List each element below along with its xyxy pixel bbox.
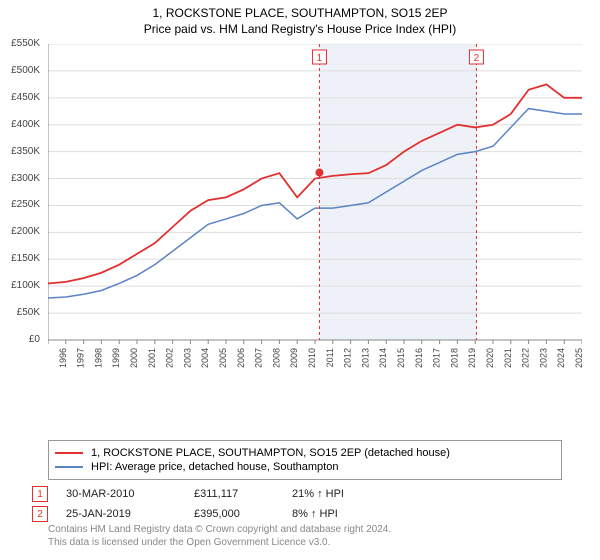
footer-line: Contains HM Land Registry data © Crown c… bbox=[48, 524, 391, 537]
svg-text:2024: 2024 bbox=[556, 348, 566, 368]
sales-table: 1 30-MAR-2010 £311,117 21% ↑ HPI 2 25-JA… bbox=[32, 486, 382, 526]
sale-price: £311,117 bbox=[194, 488, 274, 500]
svg-text:1996: 1996 bbox=[58, 348, 68, 368]
sale-marker-icon: 2 bbox=[32, 506, 48, 522]
sale-row: 2 25-JAN-2019 £395,000 8% ↑ HPI bbox=[32, 506, 382, 522]
sale-date: 25-JAN-2019 bbox=[66, 508, 176, 520]
sale-date: 30-MAR-2010 bbox=[66, 488, 176, 500]
legend-label: HPI: Average price, detached house, Sout… bbox=[91, 461, 338, 473]
svg-text:2004: 2004 bbox=[200, 348, 210, 368]
svg-text:2007: 2007 bbox=[254, 348, 264, 368]
footer-attribution: Contains HM Land Registry data © Crown c… bbox=[48, 524, 391, 549]
svg-text:2012: 2012 bbox=[343, 348, 353, 368]
svg-text:1999: 1999 bbox=[111, 348, 121, 368]
svg-text:2011: 2011 bbox=[325, 348, 335, 367]
legend-item: HPI: Average price, detached house, Sout… bbox=[55, 461, 555, 473]
svg-text:1998: 1998 bbox=[93, 348, 103, 368]
svg-text:2000: 2000 bbox=[129, 348, 139, 368]
svg-text:2022: 2022 bbox=[521, 348, 531, 368]
y-axis-label: £150K bbox=[0, 253, 44, 264]
chart-titles: 1, ROCKSTONE PLACE, SOUTHAMPTON, SO15 2E… bbox=[0, 0, 600, 36]
sale-marker-icon: 1 bbox=[32, 486, 48, 502]
svg-text:2020: 2020 bbox=[485, 348, 495, 368]
svg-text:2015: 2015 bbox=[396, 348, 406, 368]
legend: 1, ROCKSTONE PLACE, SOUTHAMPTON, SO15 2E… bbox=[48, 440, 562, 480]
svg-text:2003: 2003 bbox=[182, 348, 192, 368]
legend-item: 1, ROCKSTONE PLACE, SOUTHAMPTON, SO15 2E… bbox=[55, 447, 555, 459]
svg-text:2002: 2002 bbox=[165, 348, 175, 368]
svg-text:2001: 2001 bbox=[147, 348, 157, 368]
sale-pct: 21% ↑ HPI bbox=[292, 488, 382, 500]
svg-text:1995: 1995 bbox=[48, 348, 50, 368]
y-axis-label: £400K bbox=[0, 119, 44, 130]
svg-text:2009: 2009 bbox=[289, 348, 299, 368]
legend-label: 1, ROCKSTONE PLACE, SOUTHAMPTON, SO15 2E… bbox=[91, 447, 450, 459]
y-axis-label: £0 bbox=[0, 334, 44, 345]
svg-text:2014: 2014 bbox=[378, 348, 388, 368]
svg-text:2023: 2023 bbox=[538, 348, 548, 368]
sale-price: £395,000 bbox=[194, 508, 274, 520]
svg-text:2005: 2005 bbox=[218, 348, 228, 368]
line-chart: 1995 1996 1997 1998 1999 2000 2001 2002 2003 2004… bbox=[48, 44, 582, 390]
svg-text:2025: 2025 bbox=[574, 348, 582, 368]
y-axis-label: £350K bbox=[0, 146, 44, 157]
chart-title-subtitle: Price paid vs. HM Land Registry's House … bbox=[0, 22, 600, 36]
legend-swatch bbox=[55, 452, 83, 454]
y-axis-label: £300K bbox=[0, 173, 44, 184]
y-axis-label: £550K bbox=[0, 38, 44, 49]
svg-text:1: 1 bbox=[317, 53, 323, 64]
legend-swatch bbox=[55, 466, 83, 468]
svg-text:2019: 2019 bbox=[467, 348, 477, 368]
chart-title-address: 1, ROCKSTONE PLACE, SOUTHAMPTON, SO15 2E… bbox=[0, 6, 600, 20]
y-axis-label: £250K bbox=[0, 199, 44, 210]
sale-pct: 8% ↑ HPI bbox=[292, 508, 382, 520]
svg-text:2018: 2018 bbox=[449, 348, 459, 368]
svg-text:2021: 2021 bbox=[503, 348, 513, 368]
y-axis-label: £450K bbox=[0, 92, 44, 103]
y-axis-label: £200K bbox=[0, 226, 44, 237]
footer-line: This data is licensed under the Open Gov… bbox=[48, 537, 391, 550]
y-axis-label: £100K bbox=[0, 280, 44, 291]
sale-row: 1 30-MAR-2010 £311,117 21% ↑ HPI bbox=[32, 486, 382, 502]
svg-text:2017: 2017 bbox=[432, 348, 442, 368]
svg-text:2013: 2013 bbox=[360, 348, 370, 368]
svg-text:2: 2 bbox=[474, 53, 480, 64]
y-axis-label: £50K bbox=[0, 307, 44, 318]
svg-text:2010: 2010 bbox=[307, 348, 317, 368]
svg-text:2016: 2016 bbox=[414, 348, 424, 368]
svg-text:1997: 1997 bbox=[76, 348, 86, 368]
y-axis-label: £500K bbox=[0, 65, 44, 76]
svg-text:2006: 2006 bbox=[236, 348, 246, 368]
svg-text:2008: 2008 bbox=[271, 348, 281, 368]
